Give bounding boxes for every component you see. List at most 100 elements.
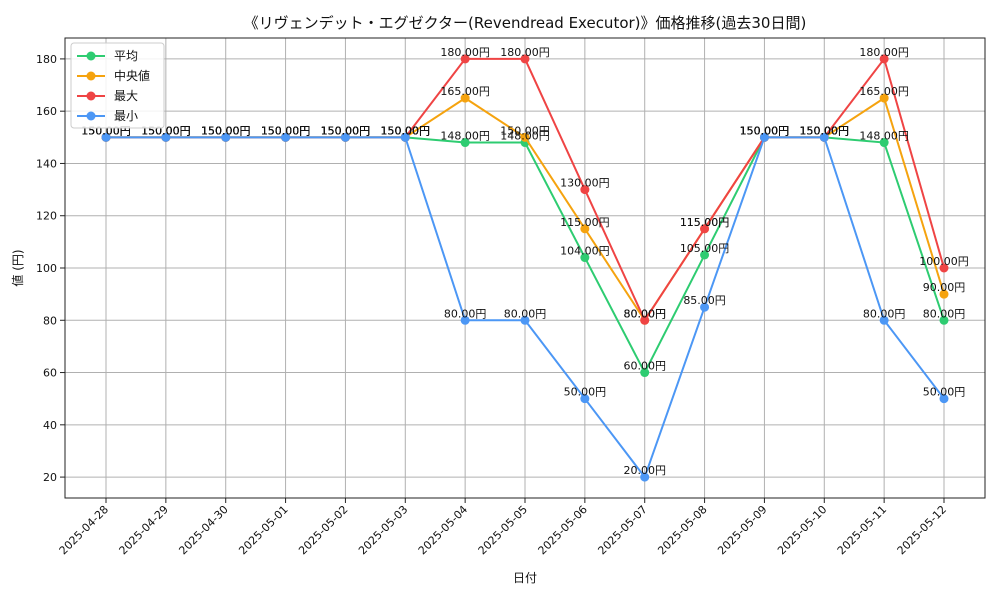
data-label: 85.00円: [683, 294, 726, 307]
data-point: [939, 263, 949, 273]
data-label: 180.00円: [440, 46, 490, 59]
data-label: 80.00円: [623, 307, 666, 320]
data-label: 150.00円: [500, 124, 550, 137]
data-label: 150.00円: [381, 124, 431, 137]
data-point: [460, 93, 470, 103]
y-axis-label: 値 (円): [10, 249, 25, 286]
data-label: 115.00円: [680, 216, 730, 229]
data-point: [640, 315, 650, 325]
data-point: [161, 132, 171, 142]
legend-box: [70, 42, 165, 129]
data-point: [700, 250, 710, 260]
data-point: [580, 185, 590, 195]
data-point: [819, 132, 829, 142]
data-label: 60.00円: [623, 360, 666, 373]
data-labels: 150.00円 150.00円 150.00円 150.00円 150.00円 150.0…: [81, 46, 969, 477]
data-point: [520, 315, 530, 325]
data-point: [700, 302, 710, 312]
y-tick-label: 180: [36, 53, 57, 66]
legend-label: 平均: [114, 49, 138, 63]
y-tick-label: 40: [43, 419, 57, 432]
data-point: [939, 289, 949, 299]
data-label: 80.00円: [623, 307, 666, 320]
data-label: 165.00円: [440, 85, 490, 98]
legend-label: 最大: [114, 89, 138, 103]
chart-title: 《リヴェンデット・エグゼクター(Revendread Executor)》価格推…: [244, 14, 807, 32]
data-point: [939, 315, 949, 325]
data-point: [879, 54, 889, 64]
y-tick-label: 140: [36, 157, 57, 170]
data-point: [580, 253, 590, 263]
data-label: 150.00円: [321, 124, 371, 137]
data-point: [580, 224, 590, 234]
data-label: 80.00円: [923, 307, 966, 320]
legend-label: 最小: [114, 109, 138, 123]
y-tick-label: 80: [43, 314, 57, 327]
data-point: [939, 394, 949, 404]
data-label: 150.00円: [381, 124, 431, 137]
legend-marker: [86, 91, 96, 101]
data-label: 150.00円: [321, 124, 371, 137]
legend-marker: [86, 111, 96, 121]
data-point: [400, 132, 410, 142]
data-label: 150.00円: [321, 124, 371, 137]
y-tick-label: 60: [43, 367, 57, 380]
data-label: 148.00円: [500, 130, 550, 143]
data-label: 150.00円: [321, 124, 371, 137]
data-point: [101, 132, 111, 142]
data-label: 150.00円: [201, 124, 251, 137]
data-label: 50.00円: [923, 386, 966, 399]
data-label: 150.00円: [740, 124, 790, 137]
data-label: 150.00円: [740, 124, 790, 137]
data-point: [879, 315, 889, 325]
data-label: 150.00円: [381, 124, 431, 137]
legend-label: 中央値: [114, 68, 150, 83]
data-label: 180.00円: [859, 46, 909, 59]
y-tick-label: 120: [36, 210, 57, 223]
data-label: 80.00円: [444, 307, 487, 320]
data-point: [221, 132, 231, 142]
data-label: 130.00円: [560, 177, 610, 190]
legend-marker: [86, 51, 96, 61]
data-label: 150.00円: [261, 124, 311, 137]
data-label: 150.00円: [261, 124, 311, 137]
data-label: 148.00円: [440, 130, 490, 143]
data-label: 150.00円: [381, 124, 431, 137]
data-label: 150.00円: [800, 124, 850, 137]
data-point: [640, 472, 650, 482]
data-label: 115.00円: [560, 216, 610, 229]
data-point: [879, 138, 889, 148]
data-label: 105.00円: [680, 242, 730, 255]
series: [101, 54, 949, 482]
y-tick-label: 160: [36, 105, 57, 118]
data-label: 150.00円: [201, 124, 251, 137]
data-label: 180.00円: [500, 46, 550, 59]
data-label: 150.00円: [261, 124, 311, 137]
data-point: [879, 93, 889, 103]
data-point: [340, 132, 350, 142]
y-tick-label: 20: [43, 471, 57, 484]
data-point: [759, 132, 769, 142]
data-label: 90.00円: [923, 281, 966, 294]
legend-marker: [86, 71, 96, 81]
data-label: 150.00円: [201, 124, 251, 137]
data-label: 100.00円: [919, 255, 969, 268]
data-point: [460, 315, 470, 325]
data-label: 80.00円: [504, 307, 547, 320]
data-point: [700, 224, 710, 234]
data-point: [520, 132, 530, 142]
data-label: 20.00円: [623, 464, 666, 477]
data-point: [460, 138, 470, 148]
x-axis-label: 日付: [513, 571, 537, 585]
data-label: 50.00円: [564, 386, 607, 399]
data-point: [460, 54, 470, 64]
data-label: 150.00円: [740, 124, 790, 137]
data-label: 115.00円: [680, 216, 730, 229]
data-label: 104.00円: [560, 245, 610, 258]
data-point: [640, 368, 650, 378]
data-point: [580, 394, 590, 404]
